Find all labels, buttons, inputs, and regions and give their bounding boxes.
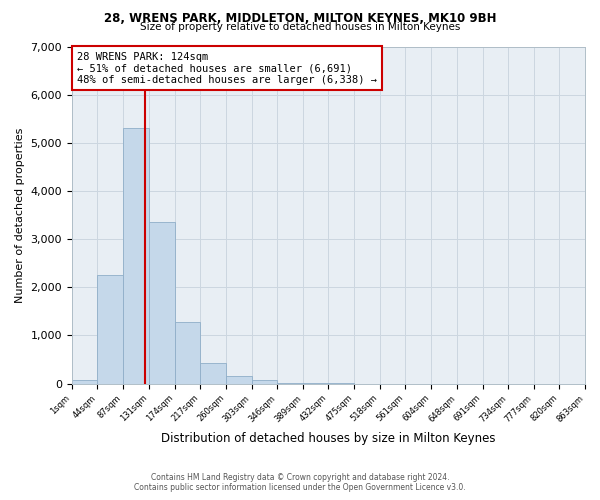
Bar (277, 382, 303, 384)
X-axis label: Distribution of detached houses by size in Milton Keynes: Distribution of detached houses by size … (161, 432, 496, 445)
Bar (72, 380, 97, 384)
Bar (200, 364, 226, 384)
Text: Contains HM Land Registry data © Crown copyright and database right 2024.
Contai: Contains HM Land Registry data © Crown c… (134, 473, 466, 492)
Bar (123, 128, 149, 384)
Bar (97, 275, 123, 384)
Bar (226, 376, 251, 384)
Bar (149, 222, 175, 384)
Text: Size of property relative to detached houses in Milton Keynes: Size of property relative to detached ho… (140, 22, 460, 32)
Bar (175, 322, 200, 384)
Bar (251, 380, 277, 384)
Text: 28, WRENS PARK, MIDDLETON, MILTON KEYNES, MK10 9BH: 28, WRENS PARK, MIDDLETON, MILTON KEYNES… (104, 12, 496, 26)
Text: 28 WRENS PARK: 124sqm
← 51% of detached houses are smaller (6,691)
48% of semi-d: 28 WRENS PARK: 124sqm ← 51% of detached … (77, 52, 377, 85)
Y-axis label: Number of detached properties: Number of detached properties (15, 128, 25, 302)
